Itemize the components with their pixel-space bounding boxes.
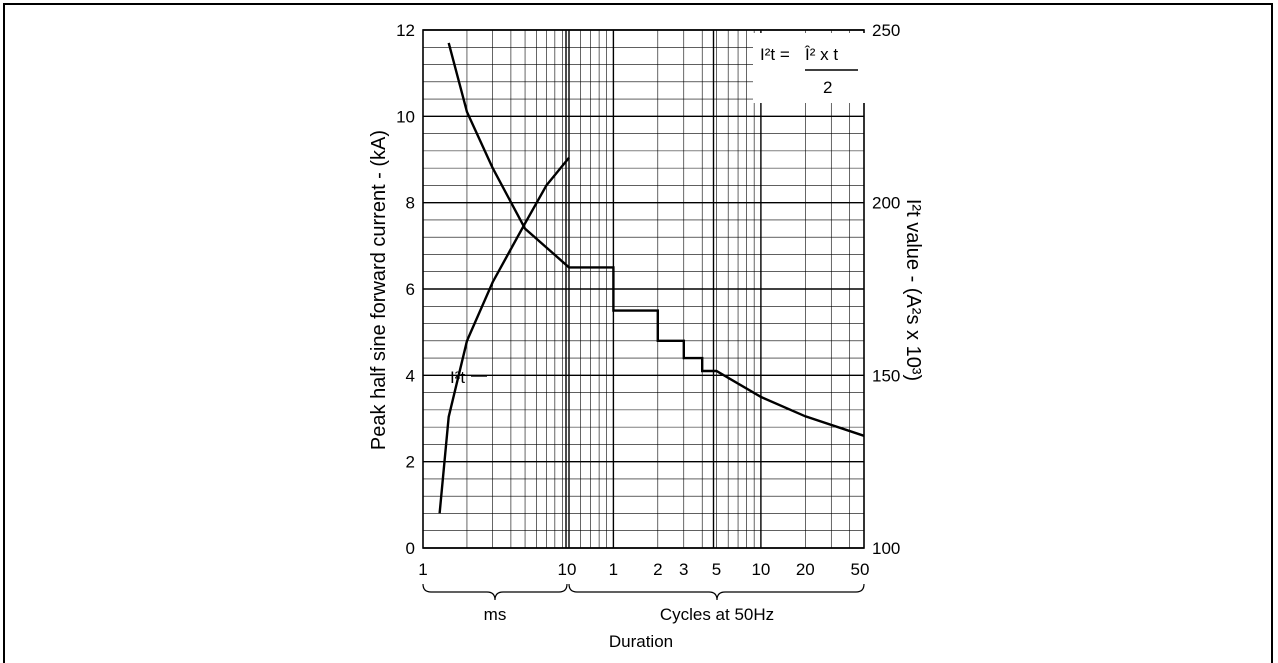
plot-border [422, 29, 865, 549]
y-left-tick-label: 0 [406, 539, 415, 558]
y-left-tick-label: 8 [406, 194, 415, 213]
x-tick-label-cycles: 3 [679, 560, 688, 579]
formula-lhs: I²t = [760, 45, 790, 64]
y-right-tick-label: 150 [872, 366, 900, 385]
x-segment-label-ms: ms [484, 605, 507, 624]
y-left-tick-label: 6 [406, 280, 415, 299]
x-axis-title: Duration [609, 632, 673, 651]
grid [422, 29, 865, 549]
i2t-series-label: I²t [450, 368, 465, 387]
peak-current-curve [447, 42, 865, 437]
x-segment-label-cycles: Cycles at 50Hz [660, 605, 774, 624]
i2t-curve [438, 157, 570, 514]
y-right-tick-label: 200 [872, 194, 900, 213]
y-right-axis-title: I²t value - (A²s x 10³) [902, 199, 924, 381]
x-tick-label-ms: 10 [558, 560, 577, 579]
x-tick-label-ms: 1 [418, 560, 427, 579]
x-tick-label-cycles: 5 [712, 560, 721, 579]
curves [438, 42, 865, 514]
y-left-axis-title: Peak half sine forward current - (kA) [368, 130, 390, 450]
x-tick-label-cycles: 50 [851, 560, 870, 579]
y-right-tick-label: 250 [872, 21, 900, 40]
x-tick-label-cycles: 2 [653, 560, 662, 579]
x-tick-label-cycles: 20 [796, 560, 815, 579]
y-left-tick-label: 2 [406, 453, 415, 472]
formula-box: I²t = Î² x t 2 [753, 33, 865, 103]
brace-cycles [568, 583, 865, 601]
y-left-tick-label: 12 [396, 21, 415, 40]
x-tick-label-cycles: 10 [751, 560, 770, 579]
y-left-tick-label: 10 [396, 107, 415, 126]
formula-denominator: 2 [823, 78, 832, 97]
formula-numerator: Î² x t [804, 45, 838, 64]
chart-frame [3, 3, 1273, 663]
brace-ms [422, 583, 568, 601]
y-left-tick-label: 4 [406, 366, 415, 385]
y-right-tick-label: 100 [872, 539, 900, 558]
x-tick-label-cycles: 1 [609, 560, 618, 579]
